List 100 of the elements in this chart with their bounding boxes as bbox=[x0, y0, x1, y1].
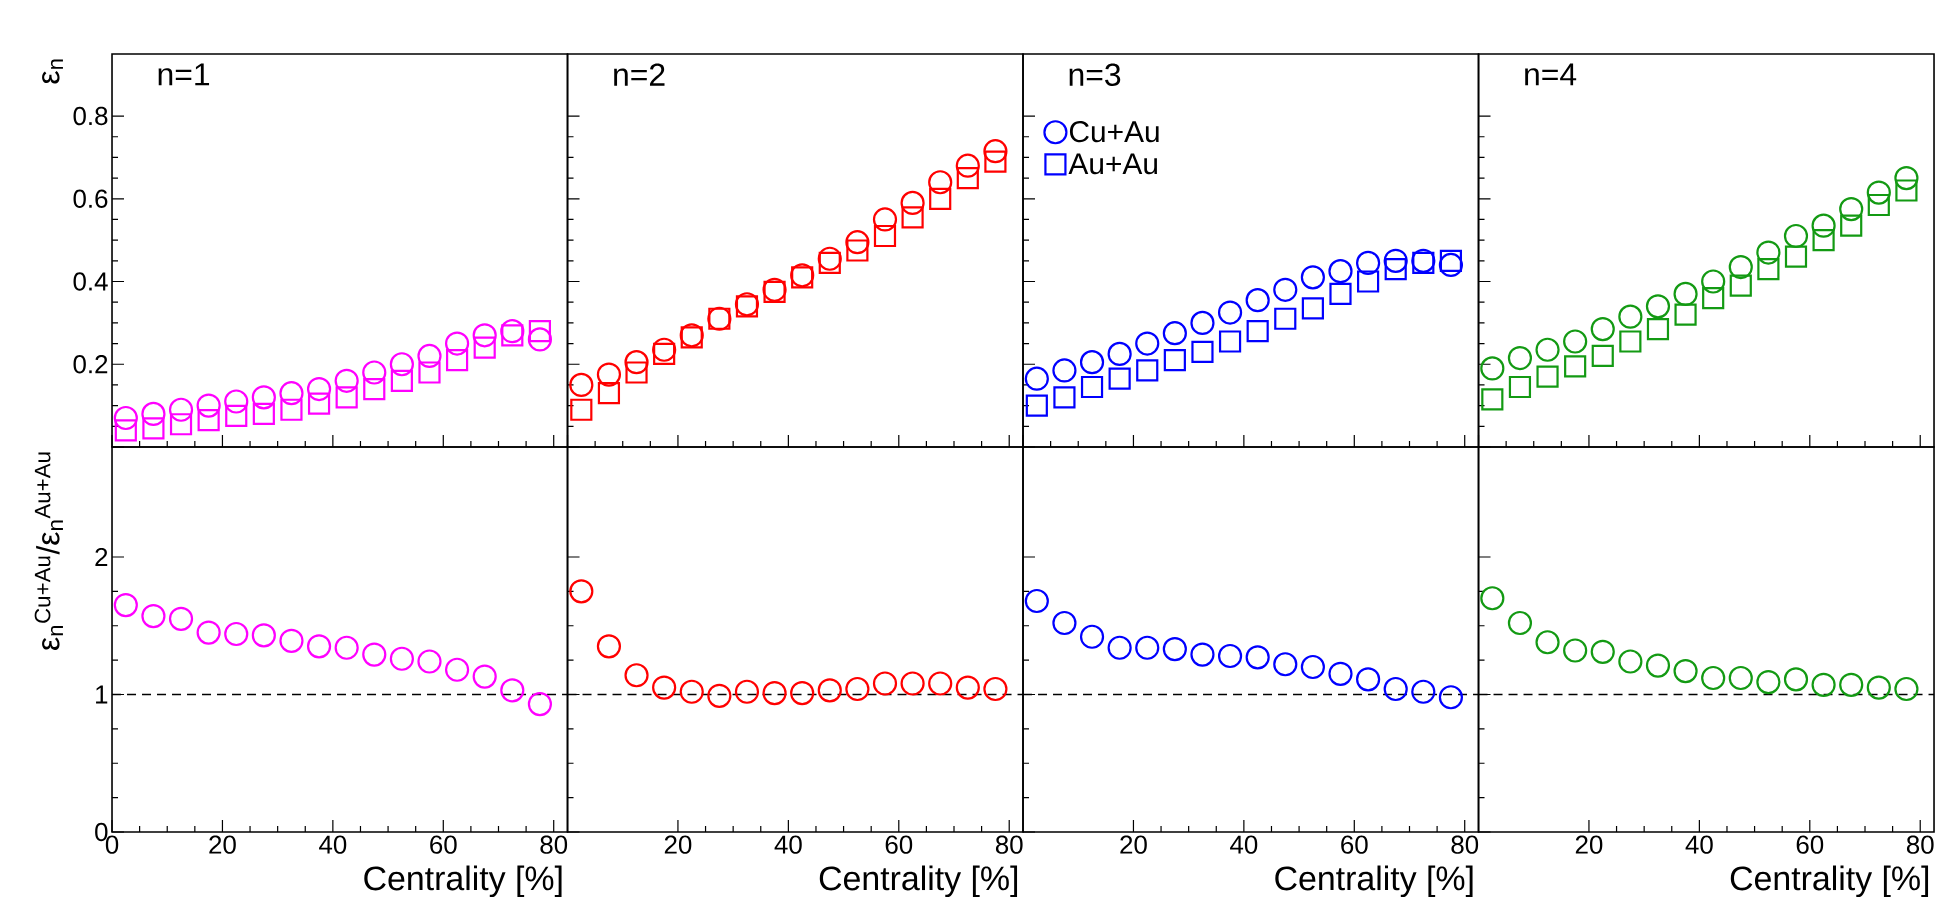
point bbox=[1329, 282, 1352, 306]
point bbox=[225, 404, 248, 428]
point bbox=[501, 324, 524, 347]
point bbox=[1619, 330, 1642, 353]
point bbox=[1895, 179, 1918, 202]
point bbox=[389, 646, 414, 671]
x-axis-title: Centrality [%] bbox=[1730, 865, 1929, 898]
point bbox=[1191, 340, 1214, 363]
point bbox=[1217, 300, 1243, 325]
point bbox=[1673, 281, 1698, 307]
point bbox=[169, 413, 193, 436]
point bbox=[1135, 331, 1160, 356]
point bbox=[141, 401, 166, 426]
point bbox=[196, 393, 221, 418]
point bbox=[306, 634, 332, 659]
point bbox=[389, 352, 414, 377]
point bbox=[1439, 249, 1463, 272]
point bbox=[307, 392, 331, 415]
point bbox=[527, 327, 553, 352]
point bbox=[1301, 297, 1324, 320]
point bbox=[1563, 329, 1588, 354]
point bbox=[334, 368, 359, 393]
point bbox=[1757, 258, 1780, 281]
y-tick-label: 0.6 bbox=[73, 189, 108, 208]
point bbox=[928, 170, 953, 195]
point bbox=[279, 628, 304, 653]
point bbox=[1245, 288, 1270, 313]
point bbox=[762, 681, 787, 706]
point bbox=[624, 663, 649, 688]
point bbox=[1480, 586, 1505, 611]
point bbox=[363, 377, 386, 401]
point bbox=[1728, 254, 1753, 280]
point bbox=[114, 419, 137, 442]
point bbox=[279, 381, 304, 406]
point bbox=[1357, 270, 1380, 293]
x-tick-label: 40 bbox=[1685, 835, 1713, 854]
point bbox=[1438, 685, 1464, 710]
point bbox=[306, 376, 332, 402]
point bbox=[1052, 358, 1077, 383]
x-tick-label: 40 bbox=[1230, 835, 1258, 854]
point bbox=[1812, 229, 1835, 252]
point bbox=[1079, 624, 1105, 649]
point bbox=[569, 579, 594, 604]
y-tick-label: 1 bbox=[96, 685, 108, 704]
point bbox=[569, 372, 594, 398]
point bbox=[444, 657, 470, 682]
point bbox=[624, 350, 649, 375]
point bbox=[1300, 265, 1325, 290]
point bbox=[1839, 197, 1864, 222]
point bbox=[1481, 388, 1504, 411]
point bbox=[1563, 638, 1588, 663]
point bbox=[983, 676, 1008, 702]
point bbox=[845, 676, 870, 702]
point bbox=[1162, 321, 1187, 346]
point bbox=[596, 634, 622, 659]
point bbox=[1218, 330, 1242, 353]
point bbox=[1480, 356, 1505, 381]
x-tick-label: 20 bbox=[209, 835, 236, 854]
point bbox=[1701, 665, 1726, 691]
point bbox=[1866, 180, 1891, 205]
point bbox=[1535, 337, 1560, 362]
point bbox=[1756, 670, 1781, 695]
point bbox=[1702, 286, 1725, 310]
point bbox=[417, 343, 442, 369]
point bbox=[1190, 642, 1215, 667]
x-tick-label: 20 bbox=[1575, 835, 1603, 854]
point bbox=[1673, 659, 1698, 684]
point bbox=[1867, 193, 1890, 217]
x-tick-label: 20 bbox=[664, 835, 692, 854]
point bbox=[472, 323, 497, 348]
point bbox=[390, 369, 413, 392]
point bbox=[652, 675, 677, 700]
point bbox=[1053, 386, 1076, 409]
x-tick-label: 60 bbox=[1341, 835, 1368, 854]
x-tick-label: 40 bbox=[319, 835, 347, 854]
point bbox=[1811, 672, 1836, 697]
point bbox=[929, 187, 952, 210]
point bbox=[1383, 248, 1408, 273]
annotation: n=3 bbox=[1069, 63, 1121, 86]
y-tick-label: 0.2 bbox=[73, 355, 108, 374]
point bbox=[196, 620, 221, 645]
point bbox=[1217, 643, 1243, 669]
x-tick-label: 80 bbox=[1906, 835, 1934, 854]
point bbox=[1438, 252, 1464, 278]
point bbox=[1107, 341, 1132, 366]
point bbox=[1507, 610, 1533, 636]
point bbox=[113, 405, 138, 431]
point bbox=[252, 402, 275, 425]
point bbox=[1674, 303, 1697, 326]
point bbox=[1840, 214, 1863, 237]
point bbox=[527, 692, 553, 717]
point bbox=[1383, 676, 1408, 702]
point bbox=[900, 190, 925, 216]
point bbox=[500, 319, 525, 344]
point bbox=[817, 678, 842, 703]
point bbox=[1274, 307, 1297, 330]
point bbox=[1136, 359, 1159, 382]
x-tick-label: 80 bbox=[1451, 835, 1479, 854]
point bbox=[1618, 304, 1643, 329]
point bbox=[362, 360, 387, 385]
